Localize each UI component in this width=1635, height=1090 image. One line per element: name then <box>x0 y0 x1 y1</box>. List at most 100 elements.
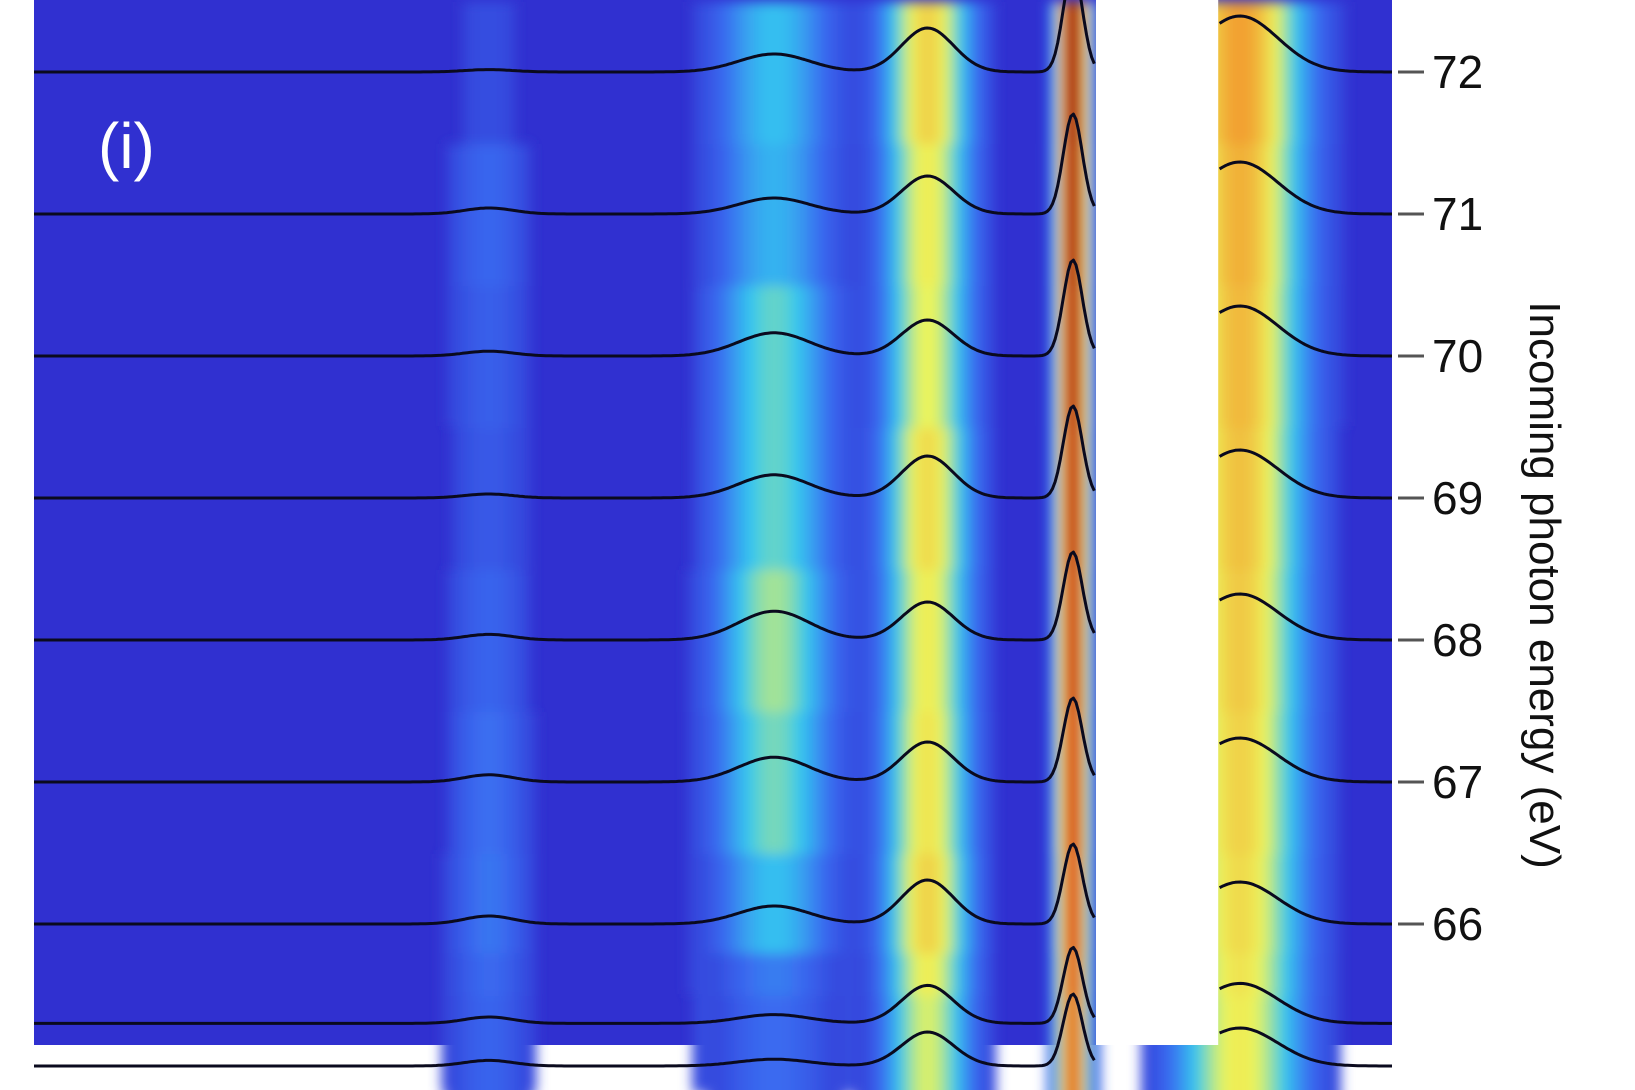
intensity-stripe <box>780 428 787 710</box>
intensity-stripe <box>1271 2 1278 284</box>
intensity-stripe <box>854 570 861 852</box>
intensity-stripe <box>728 996 735 1090</box>
intensity-stripe <box>1277 2 1284 284</box>
intensity-stripe <box>1068 428 1075 710</box>
intensity-stripe <box>974 996 981 1090</box>
intensity-stripe <box>843 144 850 426</box>
intensity-stripe <box>927 996 934 1090</box>
intensity-stripe <box>786 286 793 568</box>
intensity-stripe <box>514 712 521 994</box>
intensity-stripe <box>906 996 913 1090</box>
intensity-stripe <box>713 144 720 426</box>
intensity-stripe <box>1083 286 1090 568</box>
intensity-stripe <box>749 428 756 710</box>
intensity-stripe <box>1245 996 1252 1090</box>
intensity-stripe <box>1057 712 1064 994</box>
intensity-stripe <box>733 144 740 426</box>
intensity-stripe <box>765 712 772 994</box>
intensity-stripe <box>509 286 516 568</box>
intensity-stripe <box>895 712 902 994</box>
intensity-stripe <box>791 144 798 426</box>
intensity-stripe <box>801 712 808 994</box>
intensity-stripe <box>1224 428 1231 710</box>
intensity-stripe <box>817 996 824 1090</box>
intensity-stripe <box>728 712 735 994</box>
intensity-stripe <box>1266 712 1273 994</box>
intensity-stripe <box>1339 2 1346 284</box>
intensity-stripe <box>462 286 469 568</box>
intensity-stripe <box>713 996 720 1090</box>
intensity-stripe <box>493 570 500 852</box>
intensity-stripe <box>1292 570 1299 852</box>
intensity-stripe <box>493 286 500 568</box>
intensity-stripe <box>895 428 902 710</box>
intensity-stripe <box>786 144 793 426</box>
intensity-stripe <box>477 286 484 568</box>
intensity-stripe <box>827 996 834 1090</box>
intensity-stripe <box>822 286 829 568</box>
intensity-stripe <box>953 2 960 284</box>
intensity-stripe <box>901 712 908 994</box>
intensity-stripe <box>979 2 986 284</box>
intensity-stripe <box>942 712 949 994</box>
intensity-stripe <box>733 570 740 852</box>
intensity-stripe <box>707 2 714 284</box>
intensity-stripe <box>692 286 699 568</box>
intensity-stripe <box>1068 996 1075 1090</box>
intensity-stripe <box>911 996 918 1090</box>
intensity-stripe <box>718 286 725 568</box>
intensity-stripe <box>1271 286 1278 568</box>
spectrum-trace <box>34 992 1096 1068</box>
intensity-stripe <box>1052 144 1059 426</box>
intensity-stripe <box>1318 996 1325 1090</box>
intensity-stripe <box>953 144 960 426</box>
intensity-stripe <box>895 570 902 852</box>
intensity-stripe <box>827 570 834 852</box>
intensity-stripe <box>984 712 991 994</box>
intensity-stripe <box>723 570 730 852</box>
intensity-stripe <box>812 2 819 284</box>
intensity-stripe <box>1287 570 1294 852</box>
intensity-stripe <box>812 428 819 710</box>
intensity-stripe <box>1261 570 1268 852</box>
intensity-stripe <box>953 570 960 852</box>
intensity-stripe <box>692 2 699 284</box>
intensity-stripe <box>1062 996 1069 1090</box>
intensity-stripe <box>968 428 975 710</box>
intensity-stripe <box>796 996 803 1090</box>
intensity-stripe <box>848 144 855 426</box>
intensity-stripe <box>859 712 866 994</box>
intensity-stripe <box>451 570 458 852</box>
intensity-stripe <box>786 570 793 852</box>
plot-area <box>34 0 1392 1090</box>
spectrum-trace <box>34 258 1096 358</box>
intensity-stripe <box>1047 144 1054 426</box>
intensity-stripe <box>901 570 908 852</box>
spectrum-trace <box>1218 160 1392 216</box>
intensity-stripe <box>1329 286 1336 568</box>
intensity-stripe <box>880 144 887 426</box>
intensity-stripe <box>713 428 720 710</box>
intensity-stripe <box>451 428 458 710</box>
intensity-stripe <box>1266 286 1273 568</box>
intensity-stripe <box>1052 996 1059 1090</box>
intensity-stripe <box>1282 286 1289 568</box>
intensity-stripe <box>921 144 928 426</box>
intensity-stripe <box>1324 570 1331 852</box>
intensity-stripe <box>1297 996 1304 1090</box>
intensity-stripe <box>1245 2 1252 284</box>
intensity-stripe <box>514 428 521 710</box>
intensity-stripe <box>890 2 897 284</box>
intensity-stripe <box>723 2 730 284</box>
intensity-stripe <box>812 144 819 426</box>
intensity-stripe <box>780 996 787 1090</box>
intensity-stripe <box>1078 428 1085 710</box>
intensity-stripe <box>791 712 798 994</box>
intensity-stripe <box>822 570 829 852</box>
intensity-stripe <box>707 428 714 710</box>
intensity-stripe <box>462 428 469 710</box>
intensity-stripe <box>493 144 500 426</box>
intensity-stripe <box>1271 996 1278 1090</box>
intensity-stripe <box>874 2 881 284</box>
intensity-stripe <box>890 428 897 710</box>
